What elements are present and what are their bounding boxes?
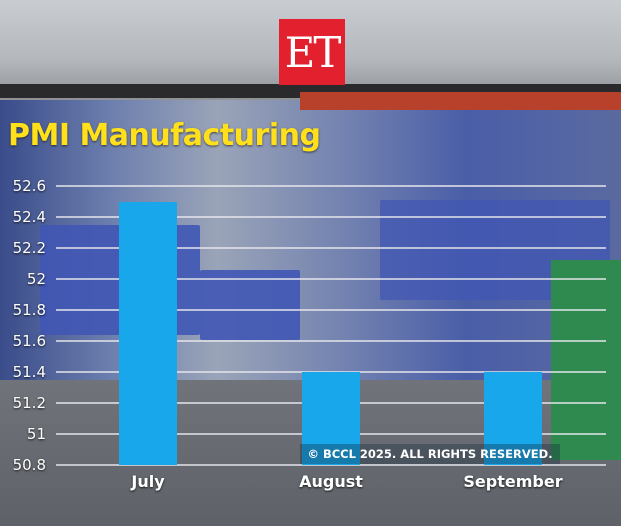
background-crane-beam	[300, 92, 621, 110]
gridline	[56, 216, 606, 218]
gridline	[56, 278, 606, 280]
y-tick-label: 51	[26, 425, 46, 443]
y-tick-label: 52.6	[12, 177, 46, 195]
y-tick-label: 51.4	[12, 363, 46, 381]
y-tick-label: 52	[26, 270, 46, 288]
gridline	[56, 247, 606, 249]
gridline	[56, 309, 606, 311]
y-tick-label: 51.2	[12, 394, 46, 412]
background-wall	[551, 260, 621, 460]
gridline	[56, 185, 606, 187]
bar-august	[302, 372, 360, 465]
x-tick-label: August	[299, 472, 363, 491]
gridline	[56, 340, 606, 342]
x-tick-label: September	[463, 472, 563, 491]
x-tick-label: July	[131, 472, 165, 491]
background-machine	[200, 270, 300, 340]
et-logo: ET	[279, 19, 345, 85]
y-tick-label: 51.6	[12, 332, 46, 350]
bar-september	[484, 372, 542, 465]
gridline	[56, 464, 606, 466]
y-tick-label: 51.8	[12, 301, 46, 319]
bar-july	[119, 201, 177, 465]
y-tick-label: 52.2	[12, 239, 46, 257]
chart-title: PMI Manufacturing	[8, 118, 321, 153]
copyright-notice: © BCCL 2025. ALL RIGHTS RESERVED.	[300, 444, 560, 464]
y-tick-label: 52.4	[12, 208, 46, 226]
y-tick-label: 50.8	[12, 456, 46, 474]
